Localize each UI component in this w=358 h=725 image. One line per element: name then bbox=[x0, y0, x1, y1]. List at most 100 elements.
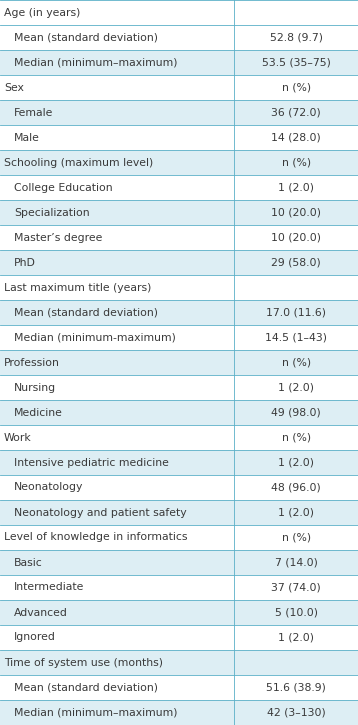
Text: n (%): n (%) bbox=[282, 157, 311, 167]
Bar bbox=[0, 450, 234, 475]
Text: Intensive pediatric medicine: Intensive pediatric medicine bbox=[14, 457, 169, 468]
Bar bbox=[234, 525, 358, 550]
Text: Specialization: Specialization bbox=[14, 207, 90, 218]
Text: Ignored: Ignored bbox=[14, 632, 56, 642]
Bar bbox=[0, 175, 234, 200]
Bar bbox=[234, 700, 358, 725]
Bar bbox=[234, 300, 358, 325]
Text: Male: Male bbox=[14, 133, 40, 143]
Bar bbox=[234, 425, 358, 450]
Bar bbox=[0, 275, 234, 300]
Bar bbox=[234, 375, 358, 400]
Text: Median (minimum–maximum): Median (minimum–maximum) bbox=[14, 708, 178, 718]
Text: Last maximum title (years): Last maximum title (years) bbox=[4, 283, 151, 292]
Text: Median (minimum-maximum): Median (minimum-maximum) bbox=[14, 333, 176, 342]
Text: Work: Work bbox=[4, 433, 32, 442]
Text: 1 (2.0): 1 (2.0) bbox=[278, 183, 314, 193]
Text: 5 (10.0): 5 (10.0) bbox=[275, 608, 318, 618]
Text: Female: Female bbox=[14, 107, 53, 117]
Bar bbox=[0, 425, 234, 450]
Text: College Education: College Education bbox=[14, 183, 113, 193]
Text: 37 (74.0): 37 (74.0) bbox=[271, 582, 321, 592]
Bar bbox=[0, 200, 234, 225]
Bar bbox=[0, 525, 234, 550]
Bar bbox=[234, 225, 358, 250]
Bar bbox=[0, 350, 234, 375]
Text: Mean (standard deviation): Mean (standard deviation) bbox=[14, 307, 158, 318]
Text: 52.8 (9.7): 52.8 (9.7) bbox=[270, 33, 323, 43]
Bar bbox=[0, 600, 234, 625]
Text: Master’s degree: Master’s degree bbox=[14, 233, 102, 242]
Text: Age (in years): Age (in years) bbox=[4, 7, 81, 17]
Bar bbox=[234, 50, 358, 75]
Bar bbox=[0, 700, 234, 725]
Bar bbox=[0, 100, 234, 125]
Text: 29 (58.0): 29 (58.0) bbox=[271, 257, 321, 268]
Bar bbox=[0, 0, 234, 25]
Text: 48 (96.0): 48 (96.0) bbox=[271, 483, 321, 492]
Bar bbox=[234, 250, 358, 275]
Text: Neonatology: Neonatology bbox=[14, 483, 83, 492]
Bar bbox=[234, 625, 358, 650]
Bar bbox=[0, 650, 234, 675]
Bar bbox=[234, 600, 358, 625]
Text: Level of knowledge in informatics: Level of knowledge in informatics bbox=[4, 532, 188, 542]
Text: Time of system use (months): Time of system use (months) bbox=[4, 658, 163, 668]
Text: 1 (2.0): 1 (2.0) bbox=[278, 383, 314, 392]
Text: 42 (3–130): 42 (3–130) bbox=[267, 708, 326, 718]
Bar bbox=[0, 75, 234, 100]
Bar bbox=[234, 150, 358, 175]
Bar bbox=[234, 0, 358, 25]
Bar bbox=[0, 250, 234, 275]
Bar bbox=[0, 675, 234, 700]
Text: Sex: Sex bbox=[4, 83, 24, 93]
Bar bbox=[0, 150, 234, 175]
Bar bbox=[0, 325, 234, 350]
Text: n (%): n (%) bbox=[282, 433, 311, 442]
Text: Medicine: Medicine bbox=[14, 407, 63, 418]
Bar bbox=[234, 550, 358, 575]
Text: Median (minimum–maximum): Median (minimum–maximum) bbox=[14, 57, 178, 67]
Bar bbox=[234, 575, 358, 600]
Bar bbox=[0, 300, 234, 325]
Bar bbox=[0, 475, 234, 500]
Text: n (%): n (%) bbox=[282, 83, 311, 93]
Text: 10 (20.0): 10 (20.0) bbox=[271, 207, 321, 218]
Text: PhD: PhD bbox=[14, 257, 36, 268]
Text: 51.6 (38.9): 51.6 (38.9) bbox=[266, 682, 326, 692]
Text: 1 (2.0): 1 (2.0) bbox=[278, 507, 314, 518]
Text: Advanced: Advanced bbox=[14, 608, 68, 618]
Bar bbox=[234, 450, 358, 475]
Bar bbox=[234, 675, 358, 700]
Bar bbox=[234, 125, 358, 150]
Bar bbox=[234, 25, 358, 50]
Text: Basic: Basic bbox=[14, 558, 43, 568]
Text: 17.0 (11.6): 17.0 (11.6) bbox=[266, 307, 326, 318]
Bar bbox=[234, 475, 358, 500]
Text: 10 (20.0): 10 (20.0) bbox=[271, 233, 321, 242]
Text: 1 (2.0): 1 (2.0) bbox=[278, 632, 314, 642]
Bar bbox=[234, 325, 358, 350]
Bar bbox=[0, 375, 234, 400]
Bar bbox=[0, 125, 234, 150]
Text: n (%): n (%) bbox=[282, 357, 311, 368]
Text: Intermediate: Intermediate bbox=[14, 582, 84, 592]
Bar bbox=[0, 550, 234, 575]
Bar bbox=[0, 500, 234, 525]
Bar bbox=[234, 75, 358, 100]
Text: Neonatology and patient safety: Neonatology and patient safety bbox=[14, 507, 187, 518]
Text: Schooling (maximum level): Schooling (maximum level) bbox=[4, 157, 153, 167]
Bar bbox=[234, 400, 358, 425]
Text: 7 (14.0): 7 (14.0) bbox=[275, 558, 318, 568]
Text: Mean (standard deviation): Mean (standard deviation) bbox=[14, 33, 158, 43]
Text: n (%): n (%) bbox=[282, 532, 311, 542]
Bar bbox=[234, 175, 358, 200]
Text: Mean (standard deviation): Mean (standard deviation) bbox=[14, 682, 158, 692]
Text: 53.5 (35–75): 53.5 (35–75) bbox=[262, 57, 331, 67]
Bar bbox=[234, 350, 358, 375]
Bar bbox=[234, 200, 358, 225]
Bar bbox=[234, 100, 358, 125]
Bar bbox=[0, 400, 234, 425]
Bar bbox=[0, 25, 234, 50]
Text: 36 (72.0): 36 (72.0) bbox=[271, 107, 321, 117]
